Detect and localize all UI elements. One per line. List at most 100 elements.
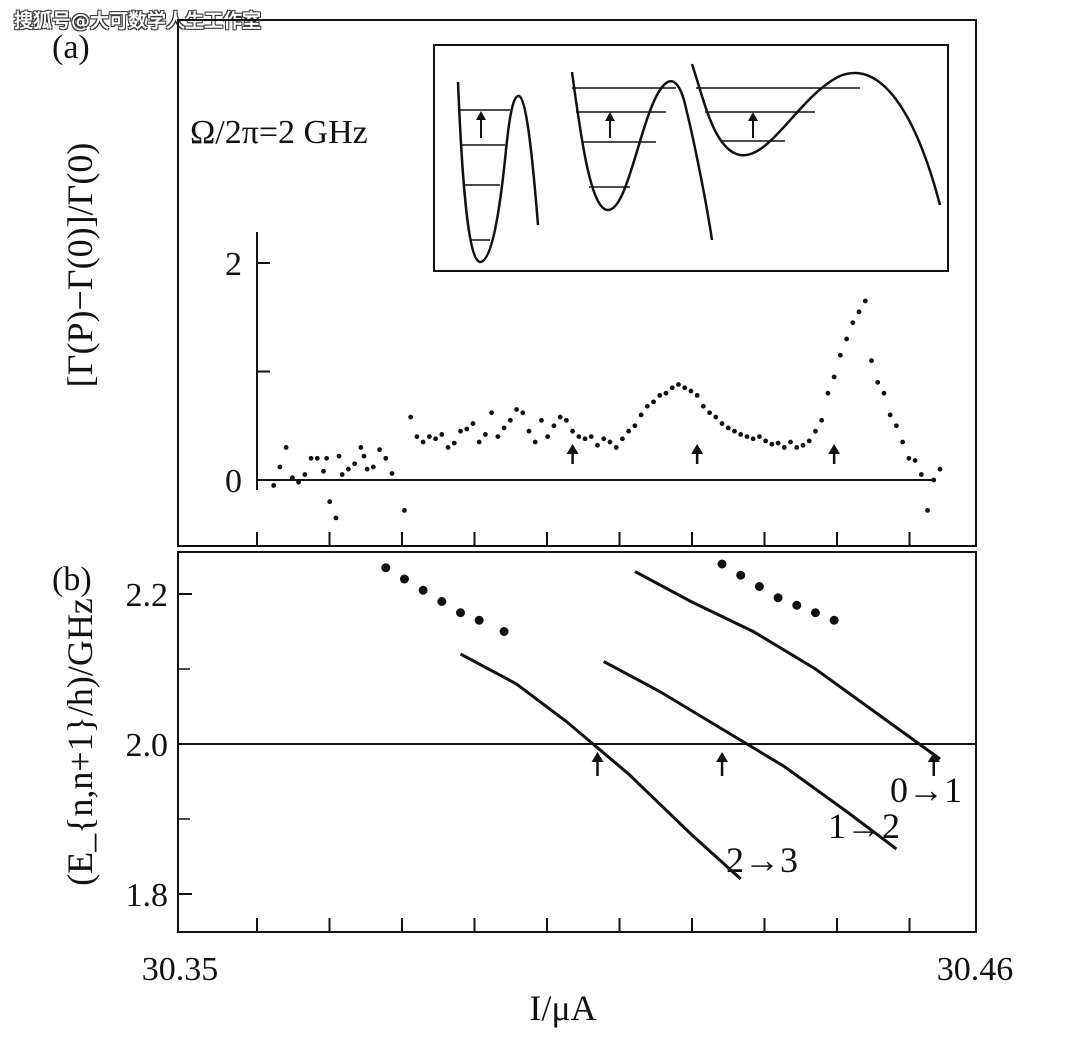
data-point [620, 436, 625, 442]
data-point [470, 421, 476, 426]
dot-marker [717, 559, 727, 569]
dot-marker [381, 563, 391, 573]
data-point [327, 499, 333, 505]
panel-b-arrow-head [591, 752, 604, 762]
data-point [476, 439, 482, 445]
data-point [445, 445, 451, 450]
data-point [402, 507, 407, 513]
panel-a-arrow-head [566, 444, 579, 454]
data-point [850, 320, 856, 326]
data-point [732, 428, 737, 434]
data-point [289, 475, 295, 481]
data-point [514, 407, 519, 412]
data-point [570, 428, 575, 434]
data-point [937, 466, 943, 472]
data-point [339, 472, 345, 477]
x-tick-label-end: 30.46 [937, 951, 1014, 988]
data-point [856, 309, 862, 315]
data-point [489, 410, 495, 416]
panel-b-frame [177, 551, 977, 933]
data-point [757, 434, 762, 439]
data-point [557, 414, 563, 420]
dot-marker [773, 593, 783, 603]
data-point [576, 434, 582, 439]
series-label-2-3: 2→3 [726, 840, 798, 880]
data-point [507, 417, 513, 423]
panel-b-arrow-head [716, 752, 729, 762]
data-point [644, 403, 650, 409]
data-point [900, 439, 906, 445]
data-point [719, 421, 725, 426]
data-point [464, 426, 470, 432]
panel-a-arrow-head [691, 444, 704, 454]
data-point [781, 445, 787, 450]
x-tick-label-start: 30.35 [142, 951, 219, 988]
data-point [358, 445, 364, 450]
data-point [582, 436, 588, 442]
inset-potential-wells [433, 44, 949, 272]
data-point [825, 390, 831, 396]
data-point [725, 425, 731, 431]
data-point [483, 432, 488, 437]
panel-b-arrow-head [927, 752, 940, 762]
panel-a-points [271, 298, 943, 521]
dot-marker [754, 582, 764, 591]
panel-b-arrows [591, 752, 940, 776]
data-point [831, 374, 837, 380]
data-point [775, 440, 781, 446]
x-axis-label: I/μA [529, 988, 596, 1028]
data-point [361, 453, 367, 459]
data-point [669, 385, 675, 391]
data-point [688, 388, 694, 394]
data-point [283, 445, 289, 450]
data-point [314, 455, 320, 461]
series-label-0-1: 0→1 [890, 770, 962, 810]
data-point [389, 471, 395, 476]
dot-marker [829, 615, 839, 625]
data-point [750, 436, 756, 442]
data-point [626, 428, 632, 434]
panel-a-label: (a) [52, 29, 90, 66]
data-point [439, 432, 445, 437]
data-point [887, 412, 893, 418]
data-point [601, 436, 607, 442]
data-point [632, 423, 638, 429]
panel-b-ytick-label: 1.8 [126, 877, 169, 914]
dot-marker [736, 570, 746, 580]
data-point [875, 379, 881, 385]
data-point [539, 417, 544, 423]
data-point [931, 477, 937, 483]
panel-b-ytick-label: 2.0 [126, 727, 169, 764]
data-point [638, 412, 644, 418]
data-point [806, 438, 812, 444]
panel-a-arrow-head [828, 444, 841, 454]
data-point [377, 447, 382, 453]
data-point [676, 382, 681, 387]
panel-b-ylabel: (E_{n,n+1}/h)/GHz [60, 598, 100, 886]
data-point [607, 439, 613, 445]
panel-a-ytick-label: 0 [225, 463, 242, 500]
data-point [336, 453, 342, 459]
data-point [869, 358, 874, 364]
data-point [794, 445, 800, 450]
data-point [700, 403, 706, 409]
dot-marker [792, 600, 802, 610]
data-point [370, 464, 376, 470]
dot-marker [499, 627, 509, 636]
data-point [333, 515, 339, 521]
data-point [308, 455, 314, 461]
panel-b-series [459, 570, 941, 881]
data-point [788, 439, 793, 445]
data-point [433, 436, 438, 442]
data-point [383, 455, 389, 461]
data-point [495, 434, 501, 439]
data-point [707, 410, 712, 416]
panel-a-arrows [566, 444, 841, 464]
panel-b-label: (b) [52, 561, 92, 598]
series-line-1→2 [602, 660, 898, 851]
data-point [352, 461, 358, 467]
data-point [800, 442, 806, 448]
data-point [738, 432, 744, 437]
data-point [837, 352, 843, 358]
